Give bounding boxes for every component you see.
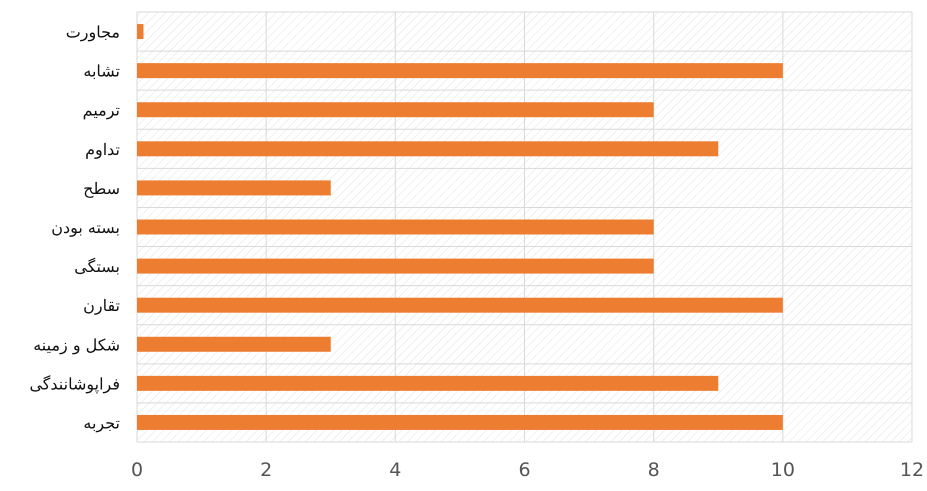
category-label: شکل و زمینه (33, 335, 120, 354)
category-label: مجاورت (66, 23, 120, 42)
x-tick-label: 12 (900, 459, 924, 481)
category-label: بستگی (74, 257, 120, 276)
category-label: تشابه (83, 62, 120, 81)
category-label: تقارن (83, 296, 120, 315)
x-tick-label: 2 (260, 459, 272, 481)
bar (137, 414, 783, 430)
category-label: فراپوشانندگی (29, 374, 120, 393)
category-labels-group: مجاورت تشابه ترمیم تداوم سطح بسته بودن بستگی تق… (29, 23, 120, 433)
x-tick-label: 6 (518, 459, 530, 481)
bar (137, 297, 783, 313)
category-label: سطح (83, 179, 120, 198)
bar (137, 375, 719, 391)
x-tick-label: 0 (131, 459, 143, 481)
category-label: بسته بودن (51, 218, 120, 237)
bars-group (137, 24, 783, 430)
category-label: تداوم (85, 140, 120, 159)
bar (137, 180, 331, 196)
category-label: تجربه (83, 413, 120, 432)
bar (137, 102, 654, 118)
x-tick-label: 4 (389, 459, 401, 481)
bar (137, 258, 654, 274)
x-tick-labels-group: 0 2 4 6 8 10 12 (131, 459, 924, 481)
bar (137, 63, 783, 79)
bar (137, 141, 719, 157)
bar (137, 24, 144, 40)
grid-lines-group (136, 11, 913, 443)
category-label: ترمیم (83, 101, 120, 120)
x-tick-label: 8 (648, 459, 660, 481)
bar (137, 336, 331, 352)
x-tick-label: 10 (771, 459, 795, 481)
bar (137, 219, 654, 235)
